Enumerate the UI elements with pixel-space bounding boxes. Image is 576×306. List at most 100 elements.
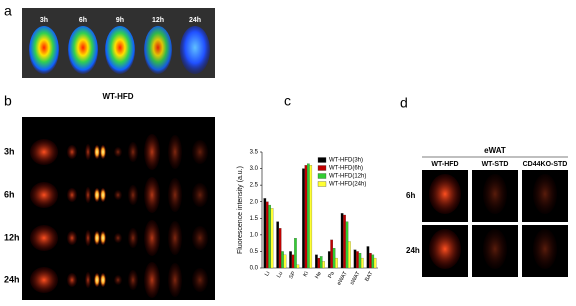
legend-label: WT-HFD(24h) — [329, 182, 366, 188]
column-label: WT-STD — [482, 161, 509, 168]
kidney — [100, 188, 106, 202]
pancreas — [128, 228, 138, 248]
spleen — [85, 272, 91, 288]
swat — [168, 263, 182, 297]
legend-swatch — [317, 173, 327, 179]
bar — [294, 238, 297, 269]
y-tick-label: 1.0 — [250, 232, 259, 238]
bar — [278, 228, 282, 269]
organ-label: Li — [39, 124, 45, 131]
bar — [343, 214, 346, 269]
lung — [67, 188, 77, 202]
tissue-title: eWAT — [484, 146, 506, 155]
y-tick-label: 2.5 — [250, 183, 259, 189]
organ-label: Pa — [129, 124, 138, 131]
bat — [192, 183, 208, 207]
bar — [335, 257, 338, 269]
heart — [114, 275, 122, 285]
organ-label: sWAT — [166, 124, 185, 131]
signal — [429, 229, 461, 269]
panel-label: c — [284, 93, 291, 109]
spleen — [85, 144, 91, 160]
bar — [307, 163, 310, 269]
x-tick-label: BAT — [364, 270, 375, 282]
x-tick-label: Pa — [327, 270, 336, 280]
swat — [168, 221, 182, 255]
bar — [360, 257, 364, 269]
row-label: 24h — [406, 246, 420, 255]
lung — [67, 145, 77, 159]
row-label: 3h — [4, 146, 15, 156]
liver — [30, 139, 58, 165]
bar — [276, 221, 280, 269]
liver — [30, 225, 58, 251]
bar — [291, 254, 295, 269]
row-label: 12h — [4, 232, 20, 242]
kidney — [100, 231, 106, 245]
bar — [281, 251, 284, 269]
y-tick-label: 3.5 — [250, 150, 259, 156]
bar — [319, 256, 323, 269]
kidney — [94, 273, 100, 287]
time-label: 3h — [40, 17, 48, 24]
ewat — [144, 262, 160, 298]
group-title: WT-HFD — [102, 92, 133, 101]
legend-swatch — [317, 181, 327, 187]
heart — [114, 190, 122, 200]
x-tick-label: He — [314, 271, 323, 280]
liver — [30, 267, 58, 293]
signal — [533, 229, 557, 269]
legend-label: WT-HFD(12h) — [329, 174, 366, 180]
row-label: 6h — [4, 189, 15, 199]
bar — [327, 251, 331, 269]
x-tick-label: Li — [264, 271, 271, 278]
bar — [302, 168, 305, 269]
legend-label: WT-HFD(6h) — [329, 166, 363, 172]
heart — [114, 147, 122, 157]
bar — [353, 249, 357, 269]
y-tick-label: 2.0 — [250, 199, 259, 205]
organ-label: BAT — [193, 124, 207, 131]
panel-label: d — [400, 95, 408, 111]
time-label: 9h — [116, 17, 124, 24]
row-label: 6h — [406, 191, 415, 200]
organ-label: Lu — [68, 124, 76, 131]
x-tick-label: Lu — [276, 271, 284, 279]
bar — [309, 165, 313, 269]
bar — [371, 254, 375, 269]
liver — [30, 182, 58, 208]
bar — [263, 198, 267, 269]
heart — [114, 233, 122, 243]
signal — [483, 174, 507, 214]
signal — [483, 229, 507, 269]
bar — [340, 213, 344, 269]
organ-label: eWAT — [143, 124, 162, 131]
bar — [304, 165, 308, 269]
spleen — [85, 187, 91, 203]
lung — [67, 273, 77, 287]
spleen — [85, 230, 91, 246]
bar — [369, 252, 372, 269]
bar — [268, 204, 271, 269]
bar — [315, 254, 318, 269]
time-label: 24h — [189, 17, 201, 24]
kidney — [100, 145, 106, 159]
panel-label: a — [4, 3, 12, 19]
row-label: 24h — [4, 274, 20, 284]
bar — [270, 208, 274, 269]
bar — [296, 264, 300, 269]
pancreas — [128, 185, 138, 205]
ewat — [144, 134, 160, 170]
bar — [345, 221, 349, 269]
x-tick-label: Ki — [302, 271, 310, 278]
ewat — [144, 177, 160, 213]
bar — [356, 251, 359, 269]
pancreas — [128, 142, 138, 162]
y-tick-label: 0.5 — [250, 249, 259, 255]
kidney — [94, 188, 100, 202]
kidney — [94, 231, 100, 245]
bar — [373, 257, 377, 269]
panel-label: b — [4, 93, 12, 109]
legend-swatch — [317, 157, 327, 163]
time-label: 6h — [79, 17, 87, 24]
